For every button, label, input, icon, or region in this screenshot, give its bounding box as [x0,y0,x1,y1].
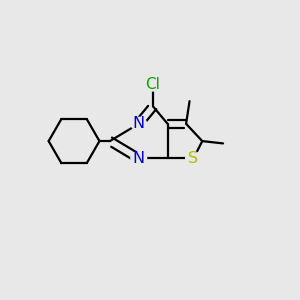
Ellipse shape [186,152,201,165]
Text: N: N [133,151,145,166]
Text: S: S [188,151,199,166]
Ellipse shape [131,117,147,130]
Ellipse shape [140,78,166,91]
Ellipse shape [131,152,147,165]
Text: Cl: Cl [146,77,160,92]
Text: N: N [133,116,145,131]
